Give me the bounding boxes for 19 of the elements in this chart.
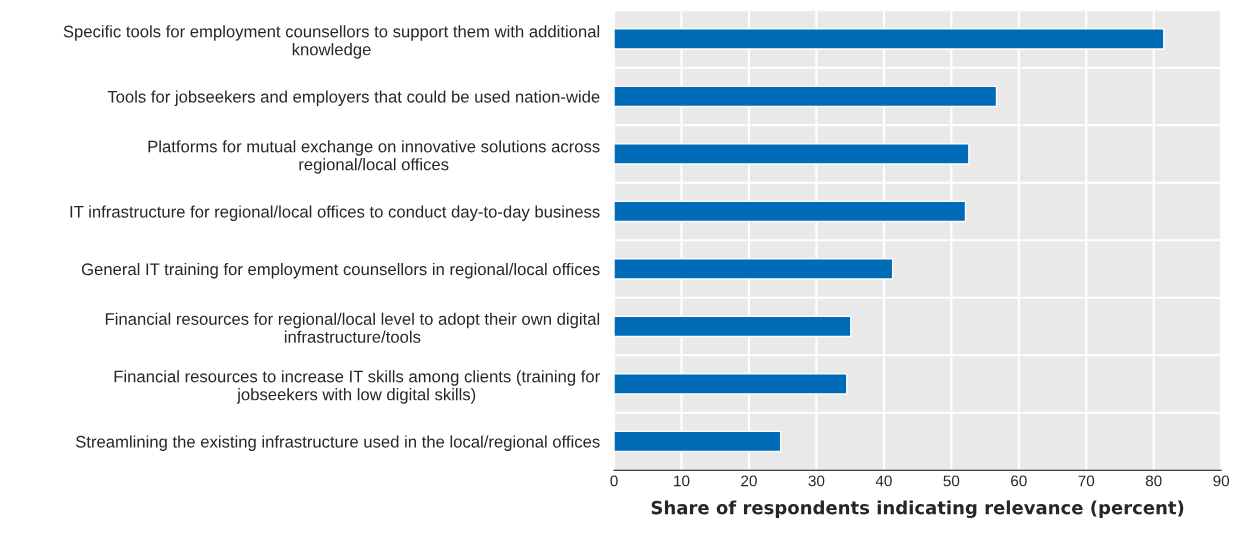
x-tick-label: 0 — [610, 475, 618, 487]
x-tick-label: 60 — [1011, 475, 1027, 487]
x-tick-label: 70 — [1078, 475, 1095, 487]
x-tick-label: 30 — [808, 475, 825, 487]
y-tick-label: Financial resources to increase IT skills among clients (training for jobseekers with low digital skills) — [114, 370, 600, 404]
y-tick-label: IT infrastructure for regional/local offices to conduct day-to-day business — [70, 205, 600, 221]
x-tick-label: 90 — [1213, 475, 1230, 487]
x-tick-label: 10 — [674, 475, 690, 487]
y-tick-label: Financial resources for regional/local level to adopt their own digital infrastructure/tools — [105, 312, 600, 343]
y-tick-label: Platforms for mutual exchange on innovative solutions across regional/local offices — [148, 140, 600, 174]
y-tick-label: Streamlining the existing infrastructure used in the local/regional offices — [75, 435, 600, 451]
y-tick-label: General IT training for employment counsellors in regional/local offices — [81, 262, 600, 279]
x-tick-label: 80 — [1145, 475, 1162, 487]
y-tick-label: Specific tools for employment counsellors to support them with additional knowledge — [63, 25, 600, 59]
x-tick-label: 20 — [741, 475, 757, 487]
x-tick-label: 50 — [943, 475, 960, 487]
x-tick-label: 40 — [875, 475, 892, 487]
y-tick-label: Tools for jobseekers and employers that could be used nation-wide — [107, 90, 600, 106]
x-axis-title: Share of respondents indicating relevance (percent) — [651, 500, 1184, 519]
